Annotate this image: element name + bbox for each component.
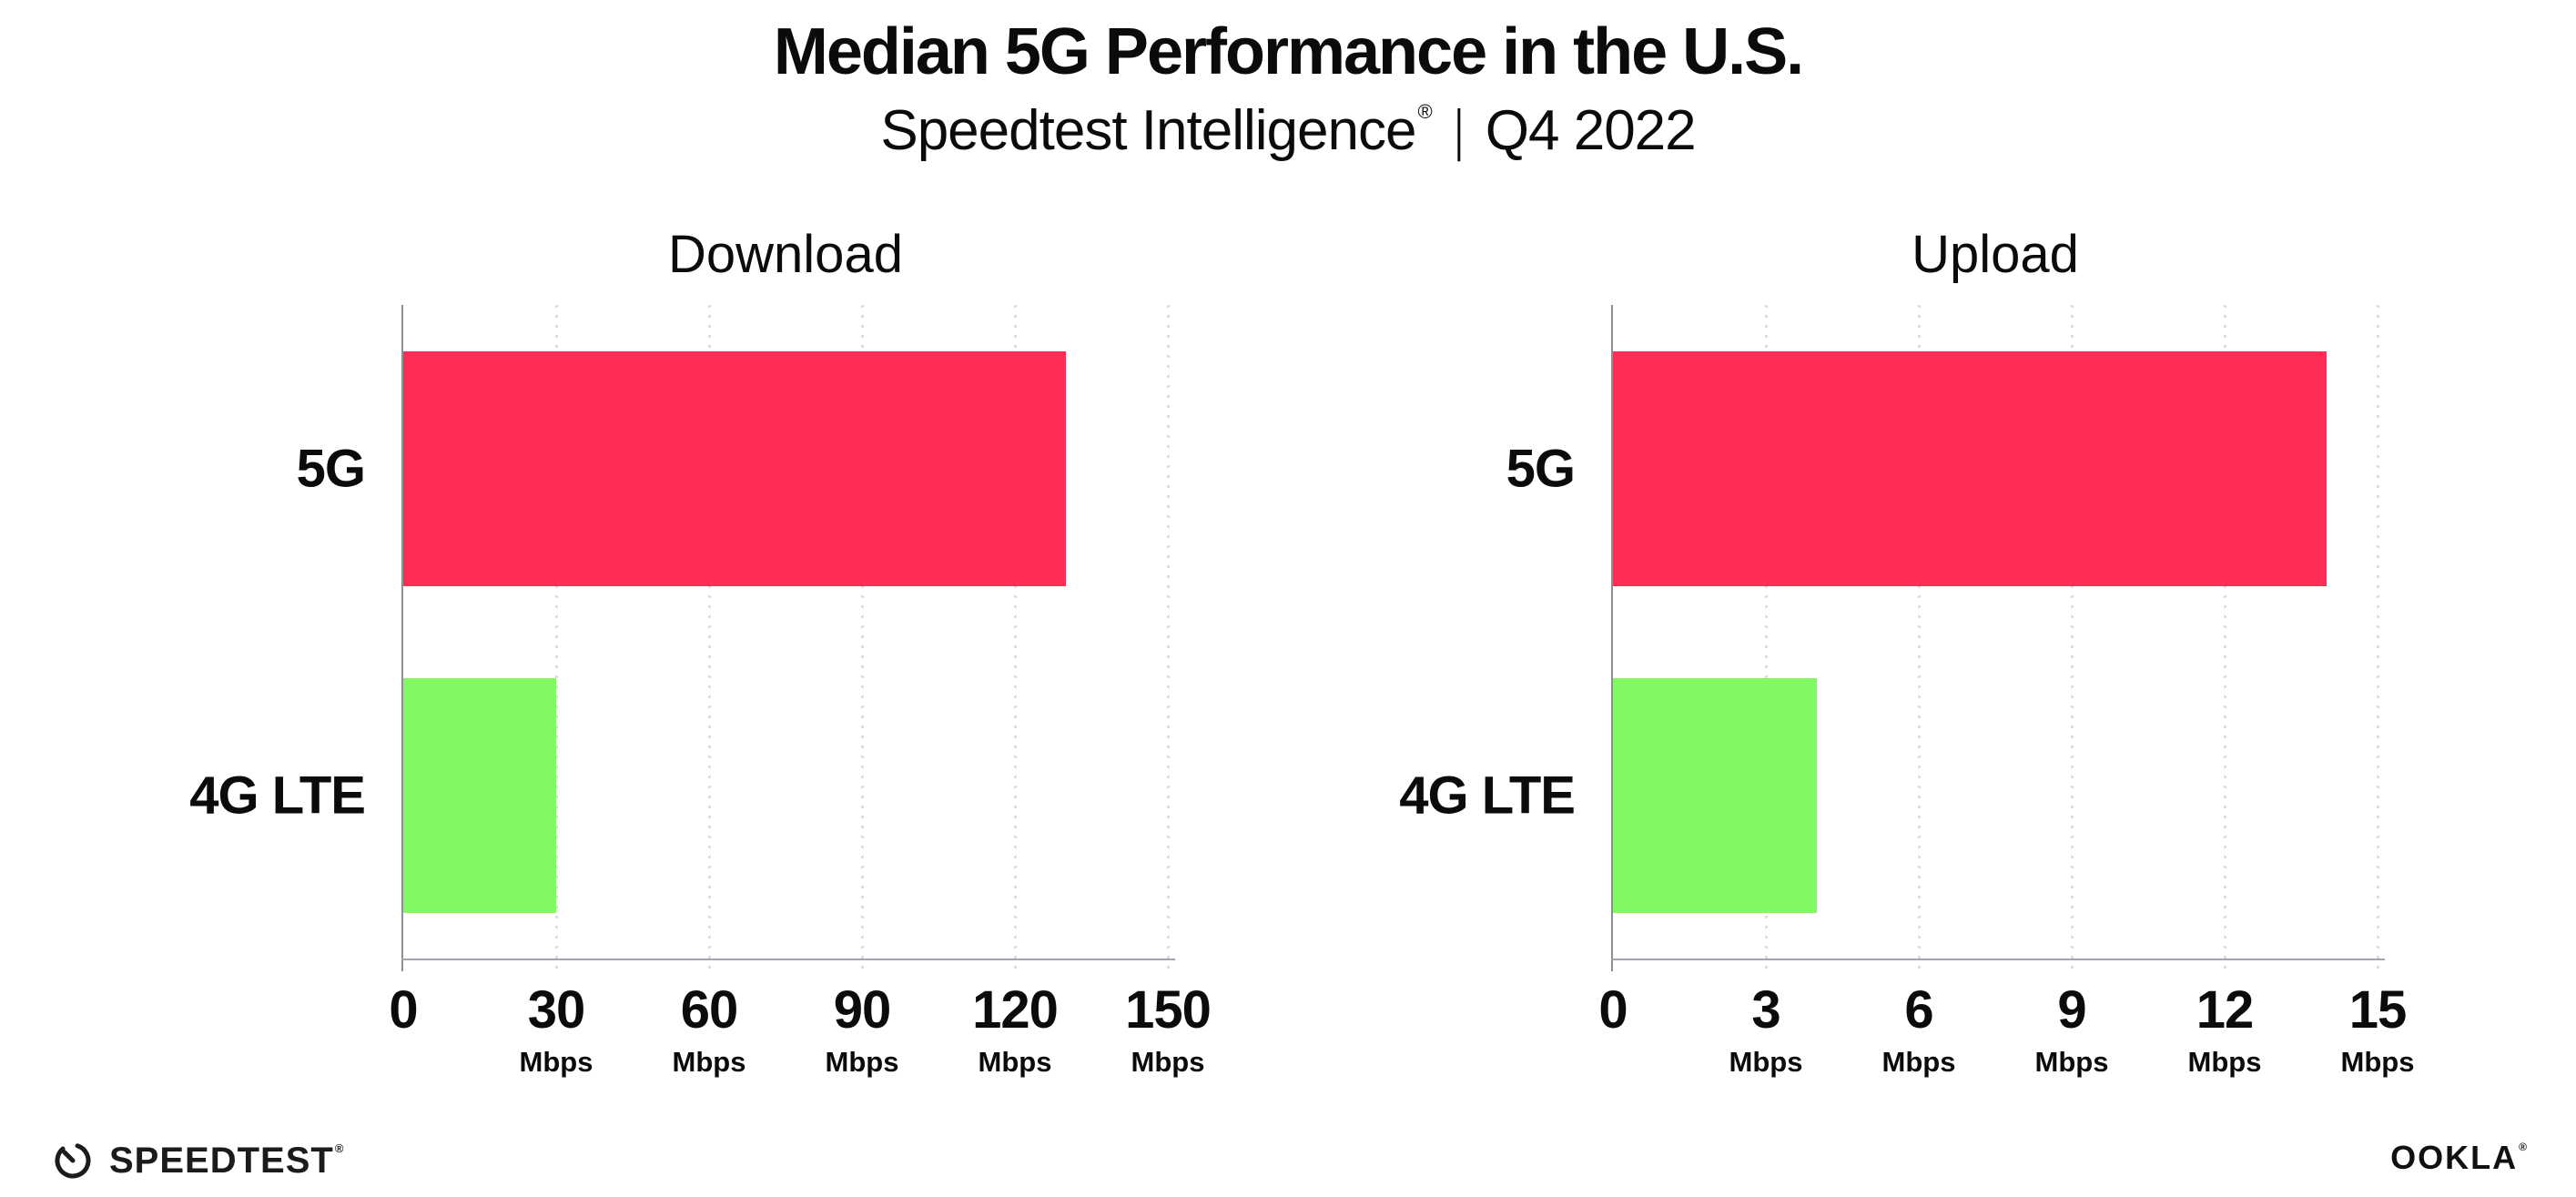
subtitle-separator: | — [1454, 99, 1464, 162]
x-tick-unit-6: Mbps — [1881, 1046, 1956, 1078]
x-tick-0: 0 — [1598, 980, 1628, 1040]
x-tick-0: 0 — [389, 980, 418, 1040]
x-tick-unit-9: Mbps — [2034, 1046, 2109, 1078]
x-tick-value-30: 30 — [527, 980, 586, 1040]
subtitle-brand: Speedtest Intelligence — [880, 99, 1416, 162]
x-tick-value-12: 12 — [2196, 980, 2255, 1040]
page-subtitle: Speedtest Intelligence® | Q4 2022 — [0, 99, 2576, 162]
gridline-90 — [861, 305, 864, 971]
page-title: Median 5G Performance in the U.S. — [773, 15, 1804, 88]
x-tick-12: 12 Mbps — [2187, 980, 2262, 1078]
chart-title-upload: Upload — [1912, 225, 2079, 284]
x-tick-90: 90 Mbps — [825, 980, 899, 1078]
gridline-150 — [1167, 305, 1170, 971]
x-tick-unit-30: Mbps — [519, 1046, 593, 1078]
speedtest-gauge-icon — [55, 1142, 91, 1179]
gridline-30 — [555, 305, 558, 971]
x-tick-value-9: 9 — [2057, 980, 2086, 1040]
x-tick-value-6: 6 — [1904, 980, 1933, 1040]
category-label-5g: 5G — [296, 439, 366, 499]
x-tick-value-15: 15 — [2348, 980, 2408, 1040]
speedtest-logo: SPEEDTEST® — [51, 1139, 344, 1182]
x-tick-unit-150: Mbps — [1131, 1046, 1205, 1078]
gridline-120 — [1014, 305, 1017, 971]
x-axis-line — [401, 959, 1175, 960]
x-tick-150: 150 Mbps — [1125, 980, 1212, 1078]
gridline-60 — [708, 305, 711, 971]
chart-title-download: Download — [668, 225, 903, 284]
speedtest-registered-mark: ® — [334, 1141, 345, 1155]
gridline-12 — [2224, 305, 2226, 971]
x-tick-120: 120 Mbps — [972, 980, 1059, 1078]
x-tick-30: 30 Mbps — [519, 980, 593, 1078]
ookla-logo-text: OOKLA — [2390, 1139, 2519, 1176]
x-tick-unit-90: Mbps — [825, 1046, 899, 1078]
x-tick-unit-15: Mbps — [2340, 1046, 2415, 1078]
ookla-registered-mark: ® — [2519, 1141, 2529, 1153]
gridline-6 — [1918, 305, 1921, 971]
y-axis-line — [401, 305, 403, 971]
category-label-5g: 5G — [1506, 439, 1576, 499]
x-tick-9: 9 Mbps — [2034, 980, 2109, 1078]
gridline-3 — [1765, 305, 1768, 971]
x-tick-unit-3: Mbps — [1729, 1046, 1803, 1078]
bar-download-4g-lte — [403, 678, 556, 913]
bar-upload-5g — [1613, 351, 2327, 586]
x-tick-6: 6 Mbps — [1881, 980, 1956, 1078]
x-tick-value-0: 0 — [1598, 980, 1628, 1040]
ookla-logo: OOKLA® — [2390, 1139, 2529, 1177]
x-tick-15: 15 Mbps — [2340, 980, 2415, 1078]
x-tick-value-150: 150 — [1125, 980, 1212, 1040]
x-tick-value-120: 120 — [972, 980, 1059, 1040]
gridline-15 — [2377, 305, 2379, 971]
x-tick-unit-12: Mbps — [2187, 1046, 2262, 1078]
x-axis-line — [1611, 959, 2385, 960]
x-tick-value-0: 0 — [389, 980, 418, 1040]
x-tick-value-90: 90 — [833, 980, 892, 1040]
x-tick-value-3: 3 — [1751, 980, 1780, 1040]
x-tick-value-60: 60 — [680, 980, 739, 1040]
y-axis-line — [1611, 305, 1613, 971]
x-tick-unit-60: Mbps — [672, 1046, 746, 1078]
x-tick-unit-120: Mbps — [978, 1046, 1052, 1078]
bar-upload-4g-lte — [1613, 678, 1817, 913]
speedtest-wordmark: SPEEDTEST — [109, 1140, 334, 1181]
x-tick-60: 60 Mbps — [672, 980, 746, 1078]
bar-download-5g — [403, 351, 1066, 586]
subtitle-quarter: Q4 2022 — [1485, 99, 1697, 162]
x-tick-3: 3 Mbps — [1729, 980, 1803, 1078]
registered-trademark-icon: ® — [1417, 100, 1432, 123]
speedtest-logo-text: SPEEDTEST® — [109, 1141, 344, 1182]
gridline-9 — [2071, 305, 2074, 971]
category-label-4g-lte: 4G LTE — [1399, 766, 1576, 826]
upload-chart-plot-area: Upload 5G 4G LTE 0 3 Mbps 6 Mbps 9 Mbps 12 Mbps 15 Mb… — [1399, 225, 2414, 1076]
category-label-4g-lte: 4G LTE — [189, 766, 366, 826]
download-chart-plot-area: Download 5G 4G LTE 0 30 Mbps 60 Mbps 90 Mbps 120 Mb… — [189, 225, 1212, 1076]
